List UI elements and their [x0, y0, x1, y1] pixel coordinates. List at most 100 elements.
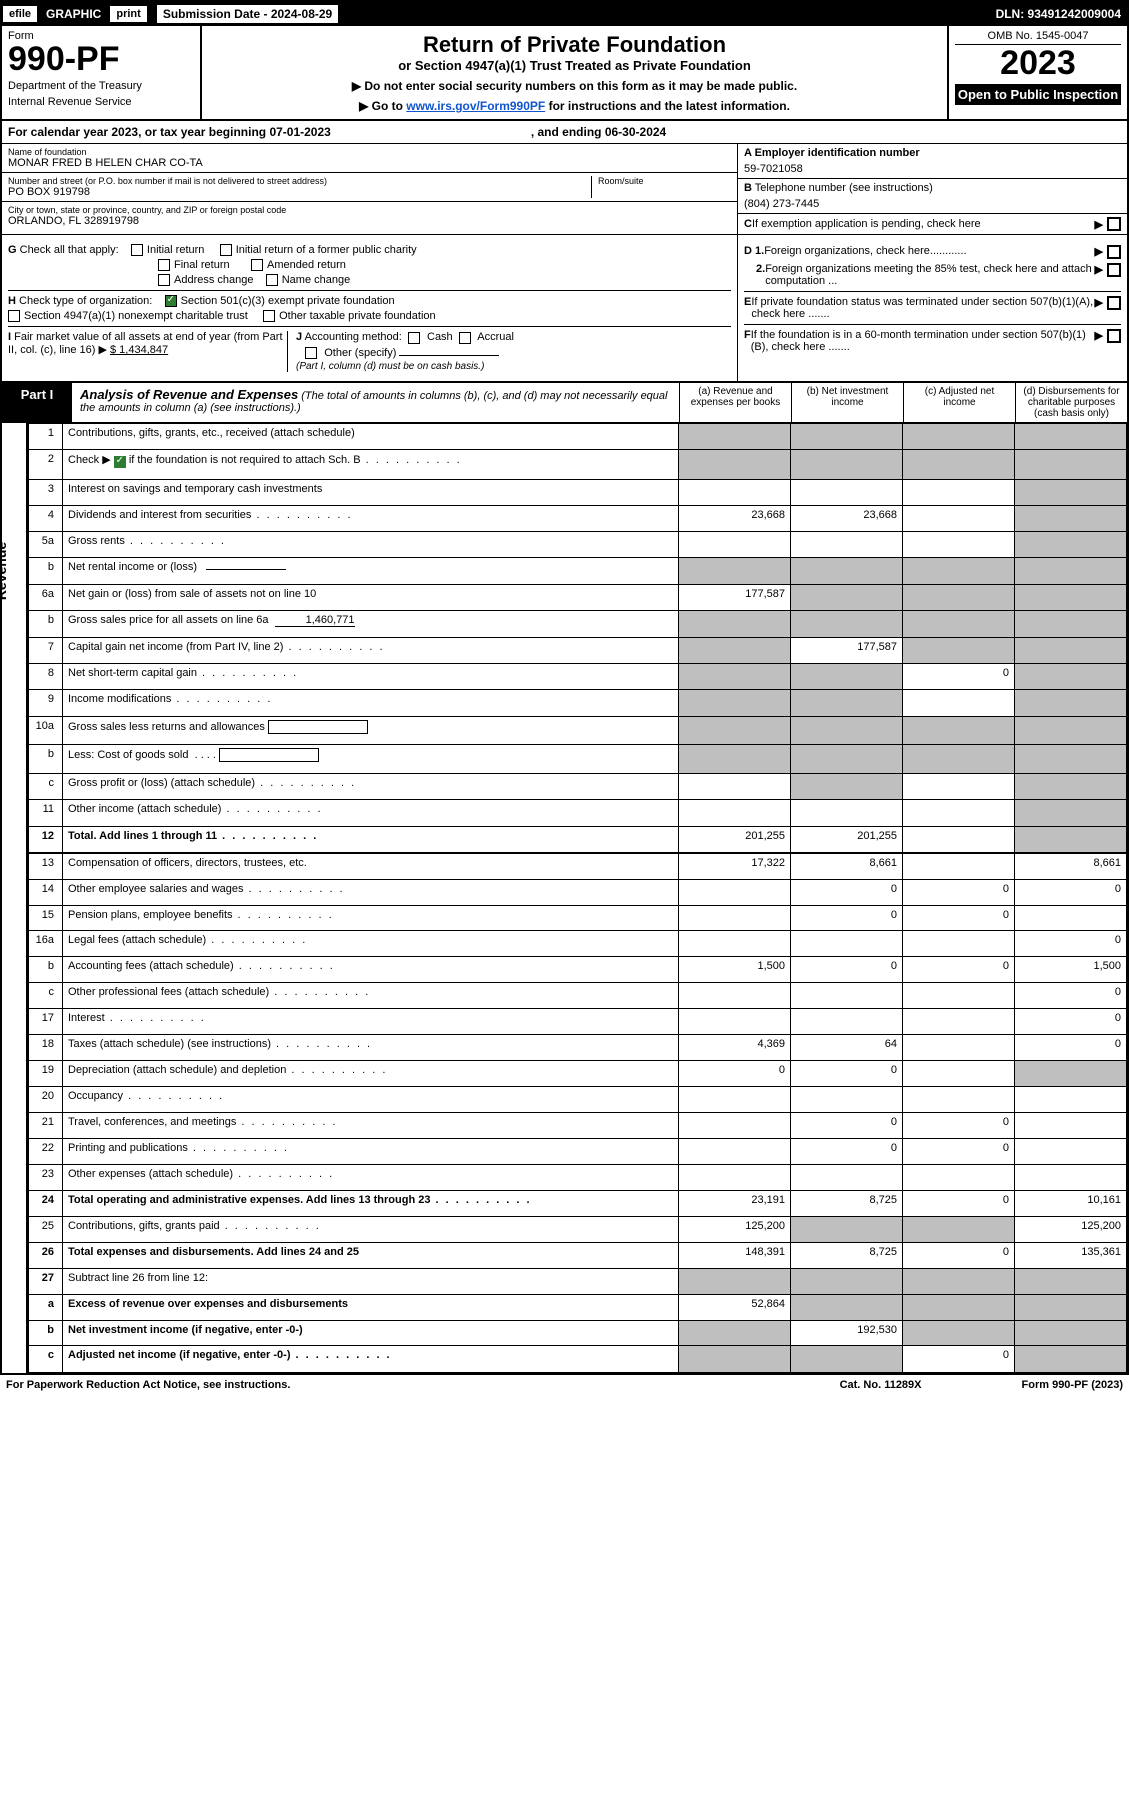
expenses-table: 13Compensation of officers, directors, t…: [28, 853, 1127, 1373]
table-row: 20Occupancy: [29, 1087, 1127, 1113]
address-change-checkbox[interactable]: [158, 274, 170, 286]
graphic-label: GRAPHIC: [38, 7, 109, 21]
h2-label: Section 4947(a)(1) nonexempt charitable …: [24, 310, 248, 322]
cy-end: , and ending 06-30-2024: [531, 125, 666, 139]
table-row: 26Total expenses and disbursements. Add …: [29, 1242, 1127, 1268]
table-row: 9Income modifications: [29, 690, 1127, 716]
table-row: 17Interest0: [29, 1009, 1127, 1035]
efile-topbar: efile GRAPHIC print Submission Date - 20…: [2, 2, 1127, 26]
table-row: 8Net short-term capital gain0: [29, 664, 1127, 690]
d2-text: Foreign organizations meeting the 85% te…: [765, 263, 1094, 287]
room-label: Room/suite: [598, 176, 731, 186]
table-row: bAccounting fees (attach schedule)1,5000…: [29, 957, 1127, 983]
terminated-checkbox[interactable]: [1107, 296, 1121, 310]
j-note: (Part I, column (d) must be on cash basi…: [296, 361, 514, 372]
60month-checkbox[interactable]: [1107, 329, 1121, 343]
accrual-checkbox[interactable]: [459, 332, 471, 344]
d1-text: Foreign organizations, check here.......…: [764, 245, 1094, 259]
identity-block: Name of foundation MONAR FRED B HELEN CH…: [2, 144, 1127, 235]
j3-label: Other (specify): [324, 347, 396, 359]
schb-checkbox[interactable]: ✓: [114, 456, 126, 468]
table-row: 6aNet gain or (loss) from sale of assets…: [29, 584, 1127, 610]
table-row: 10aGross sales less returns and allowanc…: [29, 716, 1127, 745]
tax-year: 2023: [955, 45, 1121, 82]
g3-label: Final return: [174, 259, 230, 271]
col-d-header: (d) Disbursements for charitable purpose…: [1015, 383, 1127, 422]
phone-label-b: B: [744, 182, 752, 194]
table-row: 11Other income (attach schedule): [29, 800, 1127, 826]
exemption-pending-checkbox[interactable]: [1107, 217, 1121, 231]
dept-treasury: Department of the Treasury: [8, 80, 194, 92]
city-state-zip: ORLANDO, FL 328919798: [8, 215, 731, 227]
j-text: Accounting method:: [305, 331, 402, 343]
ssn-warning: ▶ Do not enter social security numbers o…: [212, 79, 937, 93]
calendar-year-row: For calendar year 2023, or tax year begi…: [2, 121, 1127, 144]
print-button[interactable]: print: [109, 5, 147, 23]
opex-section-label: Operating and Administrative Expenses: [2, 853, 28, 1373]
table-row: 14Other employee salaries and wages000: [29, 879, 1127, 905]
h1-label: Section 501(c)(3) exempt private foundat…: [181, 295, 395, 307]
phone-value: (804) 273-7445: [744, 198, 1121, 210]
table-row: 19Depreciation (attach schedule) and dep…: [29, 1061, 1127, 1087]
foreign-org-checkbox[interactable]: [1107, 245, 1121, 259]
table-row: 23Other expenses (attach schedule): [29, 1164, 1127, 1190]
c-text: If exemption application is pending, che…: [752, 218, 1095, 230]
table-row: 4Dividends and interest from securities2…: [29, 506, 1127, 532]
revenue-section-label: Revenue: [2, 423, 28, 853]
amended-return-checkbox[interactable]: [251, 259, 263, 271]
table-row: 22Printing and publications00: [29, 1138, 1127, 1164]
ein-label: A Employer identification number: [744, 147, 920, 159]
j-label: J: [296, 331, 302, 343]
d1-label: D 1.: [744, 245, 764, 259]
table-row: bNet investment income (if negative, ent…: [29, 1320, 1127, 1346]
page-footer: For Paperwork Reduction Act Notice, see …: [0, 1375, 1129, 1395]
irs-label: Internal Revenue Service: [8, 96, 194, 108]
other-taxable-checkbox[interactable]: [263, 310, 275, 322]
form-subtitle: or Section 4947(a)(1) Trust Treated as P…: [212, 58, 937, 73]
g5-label: Address change: [174, 274, 254, 286]
table-row: 18Taxes (attach schedule) (see instructi…: [29, 1035, 1127, 1061]
initial-return-checkbox[interactable]: [131, 244, 143, 256]
cash-checkbox[interactable]: [408, 332, 420, 344]
table-row: 16aLegal fees (attach schedule)0: [29, 931, 1127, 957]
table-row: 2Check ▶ ✓ if the foundation is not requ…: [29, 449, 1127, 479]
foreign-85-checkbox[interactable]: [1107, 263, 1121, 277]
table-row: 3Interest on savings and temporary cash …: [29, 480, 1127, 506]
city-label: City or town, state or province, country…: [8, 205, 731, 215]
cat-no: Cat. No. 11289X: [840, 1379, 922, 1391]
4947a1-checkbox[interactable]: [8, 310, 20, 322]
j2-label: Accrual: [477, 331, 514, 343]
ghij-block: G Check all that apply: Initial return I…: [2, 235, 1127, 383]
goto-suffix: for instructions and the latest informat…: [549, 99, 790, 113]
e-text: If private foundation status was termina…: [751, 296, 1094, 320]
paperwork-notice: For Paperwork Reduction Act Notice, see …: [6, 1379, 290, 1391]
c-label: C: [744, 218, 752, 230]
address-label: Number and street (or P.O. box number if…: [8, 176, 591, 186]
table-row: 21Travel, conferences, and meetings00: [29, 1113, 1127, 1139]
dln: DLN: 93491242009004: [996, 7, 1127, 21]
d2-label: 2.: [756, 263, 765, 287]
name-change-checkbox[interactable]: [266, 274, 278, 286]
ein-value: 59-7021058: [744, 163, 1121, 175]
i-label: I: [8, 331, 11, 343]
g1-label: Initial return: [147, 244, 204, 256]
form990pf-link[interactable]: www.irs.gov/Form990PF: [406, 99, 545, 113]
final-return-checkbox[interactable]: [158, 259, 170, 271]
table-row: 15Pension plans, employee benefits00: [29, 905, 1127, 931]
table-row: 5aGross rents: [29, 532, 1127, 558]
initial-former-checkbox[interactable]: [220, 244, 232, 256]
table-row: 27Subtract line 26 from line 12:: [29, 1268, 1127, 1294]
501c3-checkbox[interactable]: [165, 295, 177, 307]
table-row: 13Compensation of officers, directors, t…: [29, 853, 1127, 879]
table-row: aExcess of revenue over expenses and dis…: [29, 1294, 1127, 1320]
table-row: bNet rental income or (loss): [29, 558, 1127, 584]
f-text: If the foundation is in a 60-month termi…: [751, 329, 1095, 353]
other-method-checkbox[interactable]: [305, 347, 317, 359]
table-row: 12Total. Add lines 1 through 11201,25520…: [29, 826, 1127, 852]
table-row: 24Total operating and administrative exp…: [29, 1190, 1127, 1216]
table-row: 25Contributions, gifts, grants paid125,2…: [29, 1216, 1127, 1242]
j1-label: Cash: [427, 331, 453, 343]
f-label: F: [744, 329, 751, 353]
table-row: 1Contributions, gifts, grants, etc., rec…: [29, 423, 1127, 449]
efile-badge: efile: [2, 5, 38, 23]
